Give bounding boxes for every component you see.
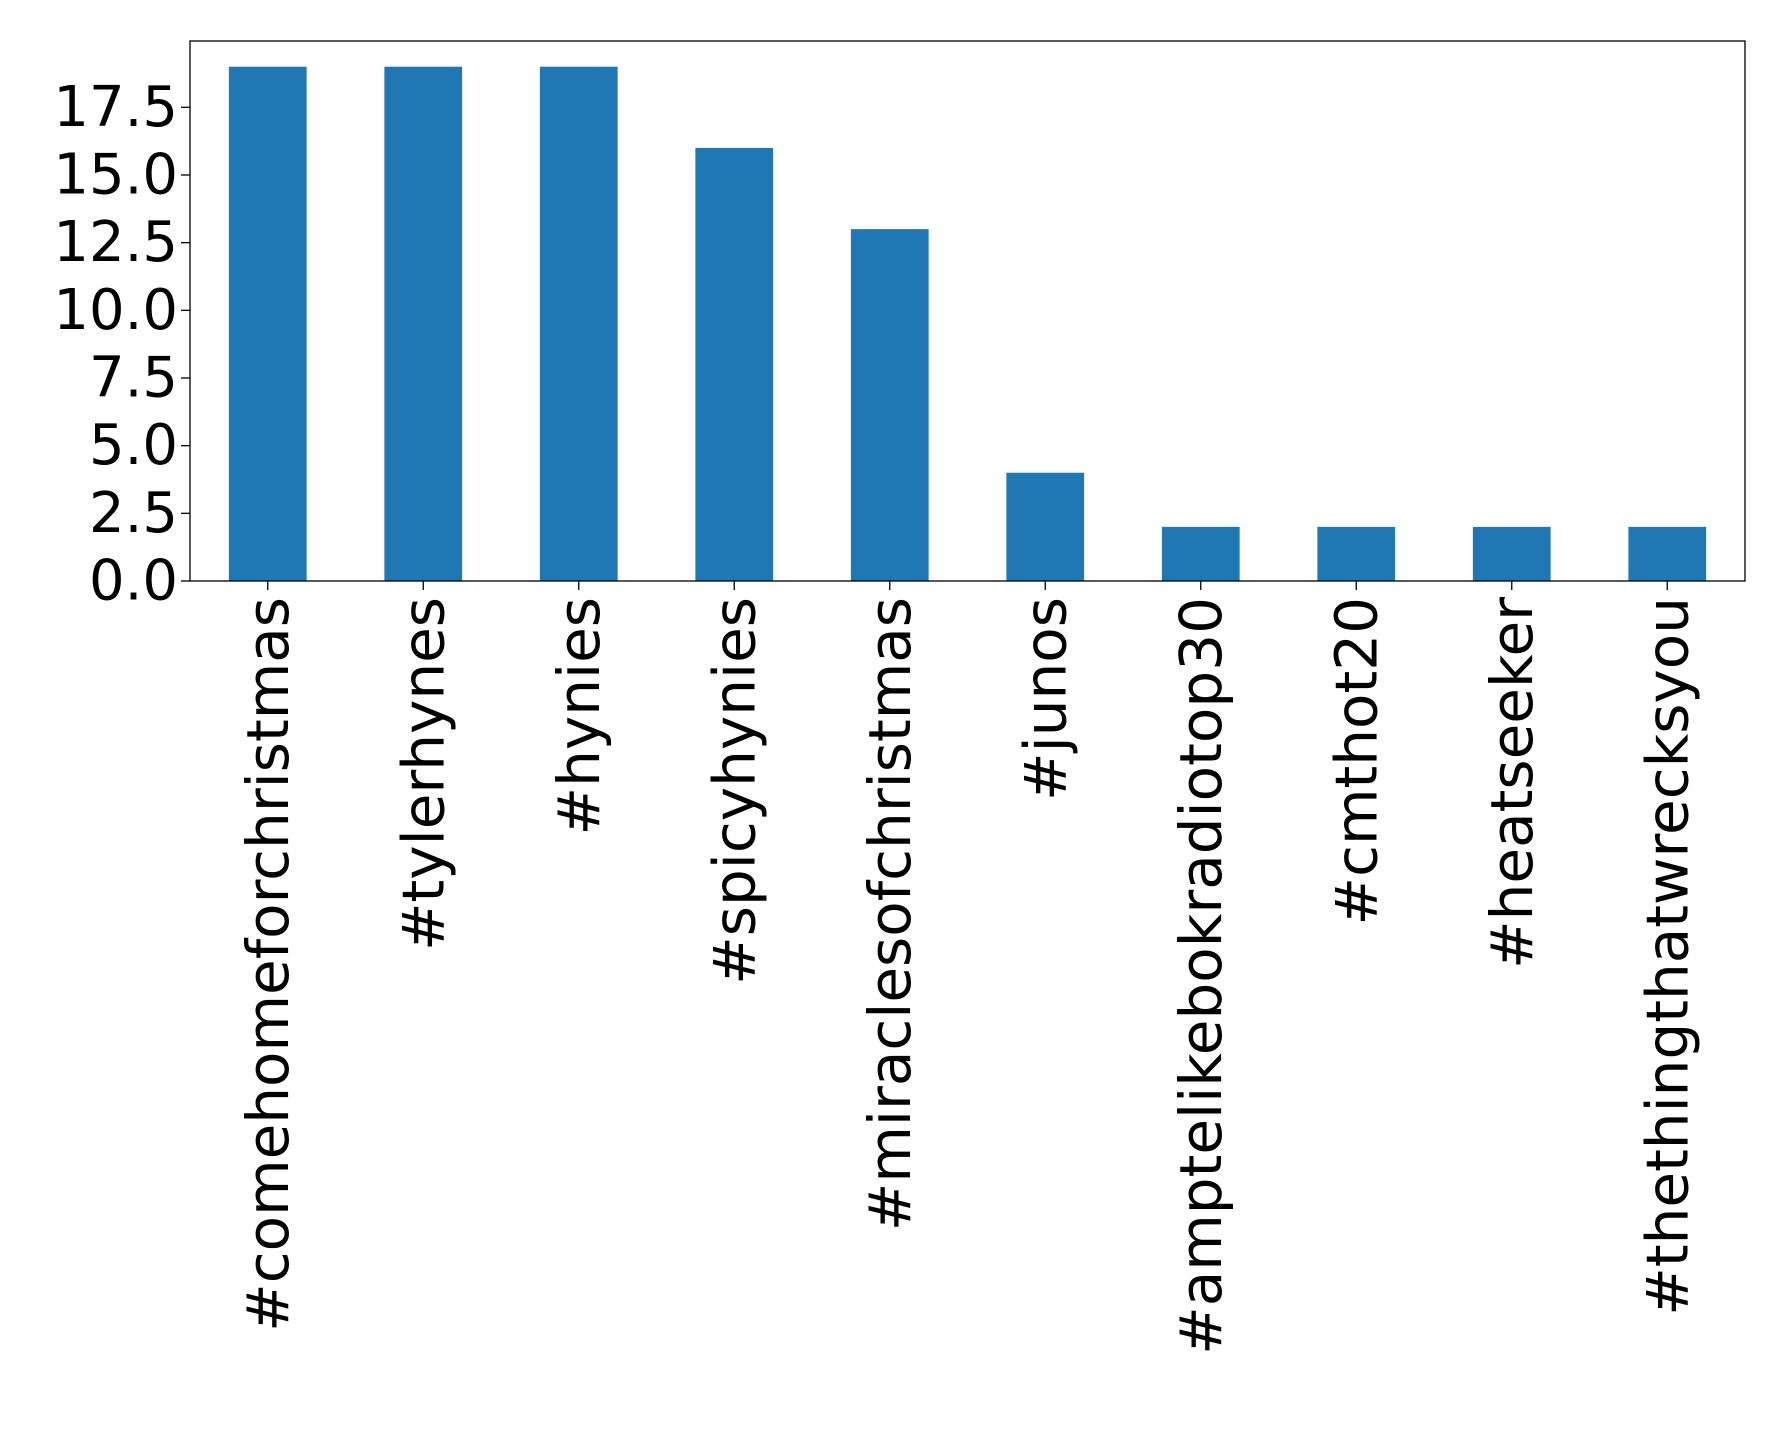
plot-frame (189, 40, 1746, 582)
x-tick-label: #spicyhynies (700, 597, 768, 985)
y-axis: 0.02.55.07.510.012.515.017.5 (53, 75, 190, 614)
x-tick-label: #comehomeforchristmas (234, 597, 302, 1332)
bar (1006, 472, 1085, 581)
bar (1628, 526, 1707, 581)
x-tick-label: #hynies (545, 597, 613, 835)
y-tick-label: 5.0 (89, 413, 178, 478)
x-tick-label: #cmthot20 (1322, 597, 1390, 926)
x-tick-label: #miraclesofchristmas (856, 597, 924, 1231)
x-tick-label: #tylerhynes (389, 597, 457, 951)
x-tick-label: #amptelikebokradiotop30 (1167, 597, 1235, 1355)
bar (1317, 526, 1396, 581)
y-tick-label: 17.5 (53, 75, 178, 140)
x-tick-label: #heatseeker (1478, 597, 1546, 969)
y-tick-label: 10.0 (53, 278, 178, 343)
x-axis: #comehomeforchristmas #tylerhynes #hynies #… (234, 581, 1701, 1355)
y-tick-label: 0.0 (89, 549, 178, 614)
bar (228, 66, 307, 581)
bars-layer (228, 66, 1707, 581)
y-tick-label: 15.0 (53, 142, 178, 207)
y-tick-label: 2.5 (89, 481, 178, 546)
y-tick-label: 7.5 (89, 345, 178, 410)
bar (850, 229, 929, 581)
x-tick-label: #junos (1011, 597, 1079, 801)
bar (539, 66, 618, 581)
y-tick-label: 12.5 (53, 210, 178, 275)
bar (1472, 526, 1551, 581)
bar (1161, 526, 1240, 581)
bar (695, 147, 774, 581)
bar (384, 66, 463, 581)
x-tick-label: #thethingthatwrecksyou (1633, 597, 1701, 1316)
